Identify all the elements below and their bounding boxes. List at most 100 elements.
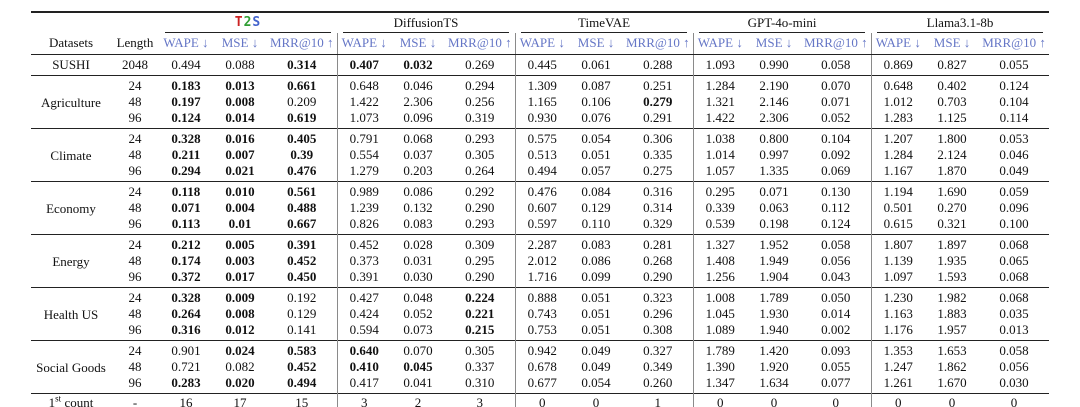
- table-row: 48 0.211 0.007 0.39 0.554 0.037 0.305 0.513 0.05…: [31, 147, 1049, 163]
- metric-value: 0.009: [213, 287, 267, 306]
- metric-value: 1.045: [692, 306, 748, 322]
- metric-value: 0.130: [801, 181, 872, 200]
- metric-value: 0.316: [171, 321, 201, 337]
- metric-value: 0.501: [870, 200, 926, 216]
- method-header-timevae: TimeVAE: [515, 11, 694, 34]
- metric-value: 0.826: [336, 216, 391, 235]
- metric-value: 0.513: [514, 147, 570, 163]
- table-row: 96 0.294 0.021 0.476 1.279 0.203 0.264 0.494 0.0…: [31, 163, 1049, 182]
- metric-value: 0.113: [171, 215, 201, 231]
- table-row: 48 0.071 0.004 0.488 1.239 0.132 0.290 0.607 0.1…: [31, 200, 1049, 216]
- metric-value: 1.420: [747, 340, 802, 359]
- length-value: 96: [128, 109, 142, 125]
- metric-value: 0.049: [569, 340, 624, 359]
- metric-value: 0.283: [171, 374, 201, 390]
- metric-value: 0.594: [336, 322, 391, 341]
- metric-value: 0.494: [287, 374, 317, 390]
- metric-value: 0.321: [937, 215, 967, 231]
- metric-value: 0.310: [465, 374, 495, 390]
- metric-header: MSE ↓: [391, 33, 445, 55]
- table-row: 96 0.124 0.014 0.619 1.073 0.096 0.319 0.930 0.0…: [31, 110, 1049, 129]
- metric-value: 0.008: [225, 305, 255, 321]
- dataset-label: Health US: [31, 287, 111, 341]
- count-value: 0: [979, 393, 1050, 407]
- length-value: 24: [111, 128, 159, 147]
- metric-value: 1.284: [692, 75, 748, 94]
- metric-header: MRR@10 ↑: [267, 33, 337, 55]
- count-value: 1: [623, 393, 694, 407]
- length-value: 24: [111, 181, 159, 200]
- count-value: 0: [801, 393, 872, 407]
- metric-value: 2.306: [403, 93, 433, 109]
- count-value: 15: [267, 393, 337, 407]
- metric-value: 0.054: [581, 374, 611, 390]
- count-value: 3: [445, 393, 516, 407]
- metric-value: 1.593: [937, 268, 967, 284]
- metric-value: 0.008: [225, 93, 255, 109]
- metric-value: 0.827: [925, 54, 980, 76]
- first-count-label: 1st count: [31, 393, 111, 407]
- metric-value: 0.407: [336, 54, 391, 76]
- metric-value: 1.139: [870, 253, 926, 269]
- metric-value: 1.167: [870, 163, 926, 182]
- count-value: 0: [569, 393, 624, 407]
- length-value: 2048: [111, 54, 159, 76]
- metric-value: 1.904: [759, 268, 789, 284]
- metric-value: 0.269: [445, 54, 516, 76]
- metric-value: 1.194: [870, 181, 926, 200]
- metric-value: 0.118: [159, 181, 213, 200]
- metric-value: 1.014: [692, 147, 748, 163]
- metric-header: WAPE ↓: [336, 33, 391, 55]
- metric-value: 1.634: [759, 374, 789, 390]
- dataset-label: Energy: [31, 234, 111, 288]
- metric-value: 0.183: [159, 75, 213, 94]
- length-value: 96: [128, 162, 142, 178]
- metric-value: 0.106: [581, 93, 611, 109]
- metric-value: 1.256: [692, 269, 748, 288]
- metric-value: 1.207: [870, 128, 926, 147]
- metric-value: 1.057: [692, 163, 748, 182]
- metric-value: 0.055: [979, 54, 1050, 76]
- metric-value: 0.314: [643, 199, 673, 215]
- metric-value: 0.942: [514, 340, 570, 359]
- metric-value: 0.391: [336, 269, 391, 288]
- metric-value: 0.661: [267, 75, 337, 94]
- table-row: Energy 24 0.212 0.005 0.391 0.452 0.028 0.309 2.…: [31, 234, 1050, 288]
- metric-header: WAPE ↓: [870, 33, 926, 55]
- metric-value: 0.212: [159, 234, 213, 253]
- metric-value: 0.450: [287, 268, 317, 284]
- dataset-label: Social Goods: [31, 340, 111, 394]
- metric-value: 0.800: [747, 128, 802, 147]
- length-value: 48: [128, 252, 142, 268]
- metric-value: 0.640: [336, 340, 391, 359]
- metric-value: 0.990: [747, 54, 802, 76]
- metric-value: 0.615: [870, 216, 926, 235]
- metric-value: 0.051: [581, 146, 611, 162]
- metric-header: MRR@10 ↑: [623, 33, 694, 55]
- datasets-column-header: Datasets: [31, 33, 111, 55]
- metric-value: 0.083: [403, 215, 433, 231]
- metric-value: 0.335: [643, 146, 673, 162]
- dataset-label: Economy: [31, 181, 111, 235]
- metric-value: 1.940: [759, 321, 789, 337]
- metric-value: 0.703: [937, 93, 967, 109]
- table-row: 48 0.264 0.008 0.129 0.424 0.052 0.221 0.743 0.0…: [31, 306, 1049, 322]
- metric-value: 0.124: [171, 109, 201, 125]
- metric-value: 0.295: [692, 181, 748, 200]
- metric-value: 0.068: [979, 234, 1050, 253]
- metric-value: 0.068: [391, 128, 445, 147]
- metric-value: 0.035: [999, 305, 1029, 321]
- metric-value: 1.261: [870, 375, 926, 394]
- metric-value: 0.373: [336, 253, 391, 269]
- metric-value: 0.337: [465, 358, 495, 374]
- metric-value: 0.084: [569, 181, 624, 200]
- metric-value: 0.405: [267, 128, 337, 147]
- table-row: 96 0.316 0.012 0.141 0.594 0.073 0.215 0.753 0.0…: [31, 322, 1049, 341]
- metric-value: 0.051: [581, 321, 611, 337]
- metric-value: 0.677: [514, 375, 570, 394]
- table-row: Agriculture 24 0.183 0.013 0.661 0.648 0.046 0.…: [31, 75, 1050, 129]
- length-value: 24: [111, 75, 159, 94]
- metric-value: 1.012: [870, 94, 926, 110]
- metric-value: 0.295: [465, 252, 495, 268]
